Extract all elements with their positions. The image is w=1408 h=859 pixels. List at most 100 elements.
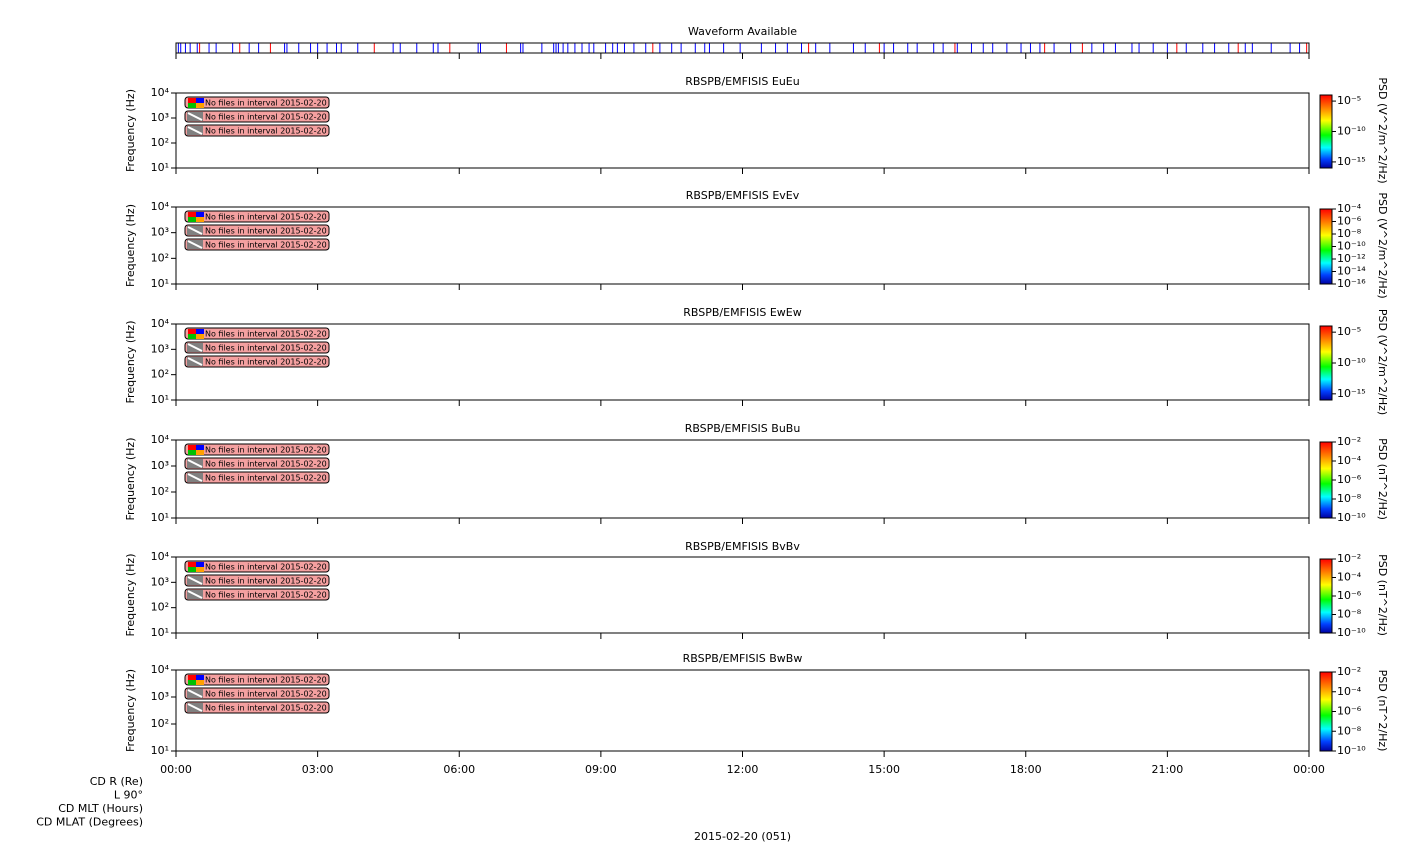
y-axis-label: Frequency (Hz) [124,204,137,287]
annotation-icon [187,112,203,121]
annotation-icon [196,562,204,567]
colorbar-label: PSD (nT^2/Hz) [1376,554,1389,636]
annotation-box [184,224,330,237]
x-tick-label: 00:00 [160,763,192,776]
colorbar-tick-label: 10⁻⁶ [1337,215,1362,228]
annotation-icon [187,126,203,135]
colorbar-label: PSD (V^2/m^2/Hz) [1376,77,1389,183]
y-tick-label: 10¹ [151,744,169,757]
y-tick-label: 10² [151,717,169,730]
annotation-box [184,471,330,484]
colorbar-tick-label: 10⁻⁴ [1337,571,1362,584]
annotation-icon [188,103,196,108]
annotation-icon [188,98,196,103]
x-tick-label: 09:00 [585,763,617,776]
y-tick-label: 10¹ [151,511,169,524]
colorbar-tick-label: 10⁻¹⁴ [1337,265,1366,278]
annotation: No files in interval 2015-02-20 [205,99,327,108]
annotation: No files in interval 2015-02-20 [205,704,327,713]
annotation: No files in interval 2015-02-20 [205,358,327,367]
annotation-icon [188,329,196,334]
annotation-box [184,238,330,251]
plot-frame [175,323,1310,401]
annotation-box [184,588,330,601]
annotation-icon [196,329,204,334]
colorbar-tick-label: 10⁻⁶ [1337,589,1362,602]
colorbar-tick-label: 10⁻¹⁰ [1337,744,1366,757]
plot-frame [175,439,1310,519]
annotation-icon [187,689,203,698]
annotation-box [184,443,330,456]
panel-title: RBSPB/EMFISIS BwBw [683,652,803,665]
annotation-icon [188,217,196,222]
annotation-icon [188,445,196,450]
colorbar-tick-label: 10⁻⁸ [1337,724,1362,737]
y-tick-label: 10⁴ [151,200,170,213]
y-axis-label: Frequency (Hz) [124,89,137,172]
colorbar [1319,325,1333,401]
annotation-box [184,560,330,573]
colorbar-label: PSD (V^2/m^2/Hz) [1376,309,1389,415]
annotation-icon [187,357,203,366]
colorbar-tick-label: 10⁻¹⁰ [1337,511,1366,524]
annotation-icon [196,567,204,572]
annotation-icon [188,212,196,217]
ephemeris-label: CD MLAT (Degrees) [36,816,143,829]
annotation-icon [196,103,204,108]
x-tick-label: 21:00 [1152,763,1184,776]
y-tick-label: 10² [151,601,169,614]
colorbar-tick-label: 10⁻⁸ [1337,492,1362,505]
colorbar-tick-label: 10⁻¹⁰ [1337,626,1366,639]
annotation-icon [187,473,203,482]
colorbar [1319,558,1333,634]
annotation: No files in interval 2015-02-20 [205,577,327,586]
y-axis-label: Frequency (Hz) [124,438,137,521]
annotation-box [184,110,330,123]
colorbar [1319,208,1333,285]
annotation-icon [187,343,203,352]
plot-frame [175,92,1310,169]
date-label: 2015-02-20 (051) [694,830,791,843]
annotation: No files in interval 2015-02-20 [205,241,327,250]
colorbar-tick-label: 10⁻¹⁵ [1337,155,1366,168]
annotation-icon [188,562,196,567]
annotation-box [184,701,330,714]
colorbar-tick-label: 10⁻¹⁰ [1337,125,1366,138]
colorbar-tick-label: 10⁻⁶ [1337,473,1362,486]
colorbar [1319,441,1333,519]
y-tick-label: 10² [151,136,169,149]
annotation-icon [196,450,204,455]
colorbar-tick-label: 10⁻² [1337,435,1361,448]
y-tick-label: 10⁴ [151,550,170,563]
y-tick-label: 10⁴ [151,433,170,446]
annotation-icon [187,590,203,599]
annotation-box [184,210,330,223]
annotation-icon [188,567,196,572]
colorbar-tick-label: 10⁻⁶ [1337,705,1362,718]
annotation-icon [187,459,203,468]
y-axis-label: Frequency (Hz) [124,669,137,752]
ephemeris-label: L 90° [114,789,143,802]
annotation-box [184,687,330,700]
annotation: No files in interval 2015-02-20 [205,690,327,699]
annotation-box [184,327,330,340]
colorbar [1319,671,1333,752]
annotation-icon [187,703,203,712]
annotation-icon [188,334,196,339]
x-tick-label: 18:00 [1010,763,1042,776]
y-tick-label: 10¹ [151,277,169,290]
colorbar-label: PSD (nT^2/Hz) [1376,438,1389,520]
ephemeris-label: CD MLT (Hours) [58,802,143,815]
colorbar-tick-label: 10⁻¹⁵ [1337,387,1366,400]
annotation-icon [196,680,204,685]
annotation-icon [188,680,196,685]
y-tick-label: 10⁴ [151,86,170,99]
annotation: No files in interval 2015-02-20 [205,213,327,222]
y-axis-label: Frequency (Hz) [124,554,137,637]
y-tick-label: 10² [151,485,169,498]
annotation-icon [187,226,203,235]
panel-title: RBSPB/EMFISIS BvBv [685,540,800,553]
annotation-box [184,124,330,137]
ephemeris-label: CD R (Re) [90,775,143,788]
